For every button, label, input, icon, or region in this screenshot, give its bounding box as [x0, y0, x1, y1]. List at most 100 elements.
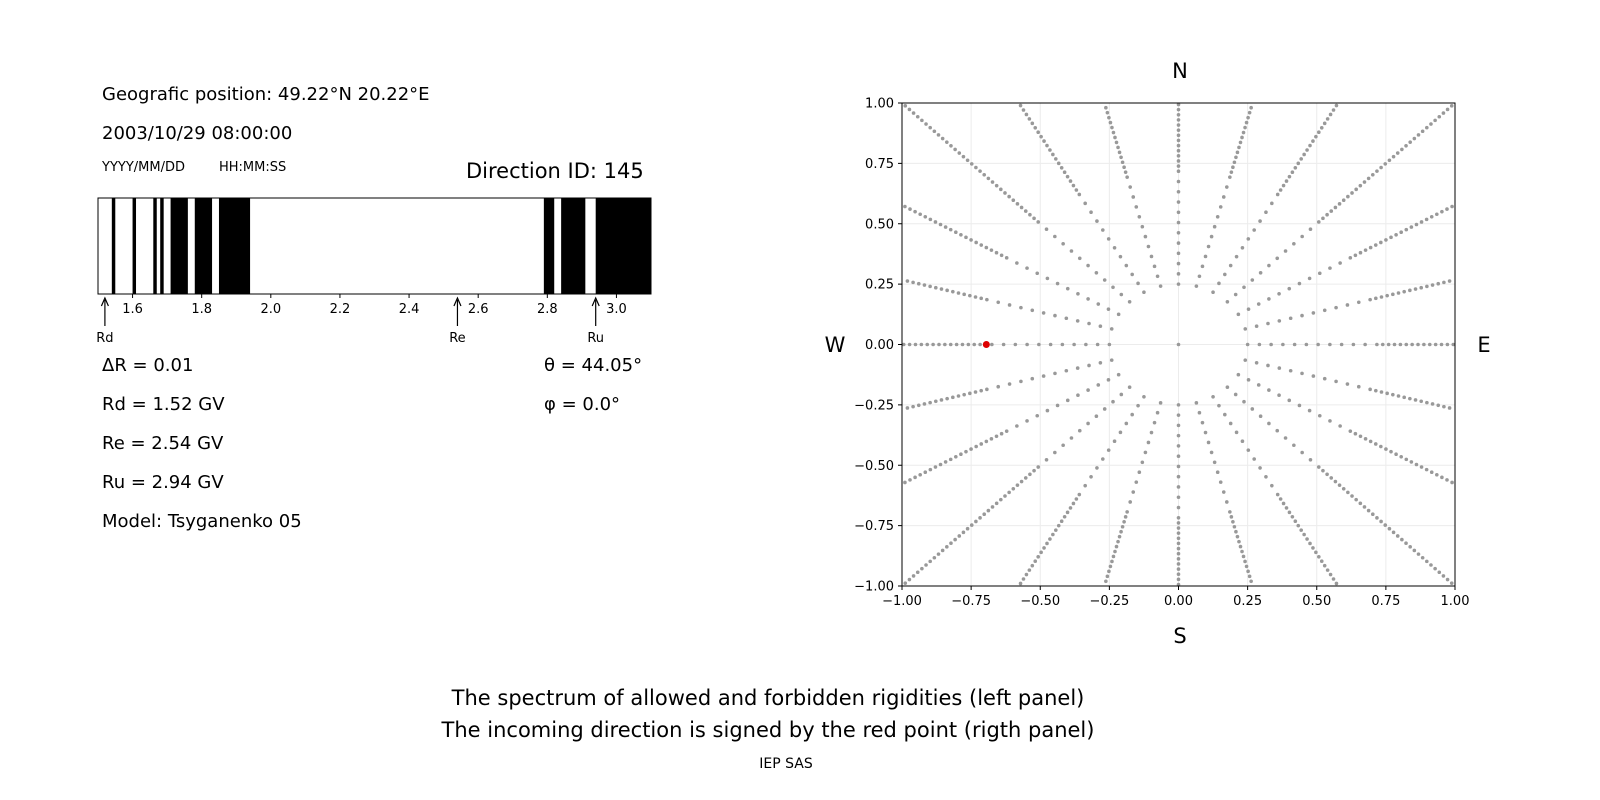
grid-point — [1111, 285, 1115, 290]
grid-point — [918, 472, 922, 477]
grid-point — [1083, 201, 1087, 206]
grid-point — [1176, 541, 1181, 546]
grid-point — [1209, 450, 1214, 455]
grid-point — [994, 183, 999, 188]
grid-point — [1209, 234, 1214, 239]
grid-point — [919, 342, 924, 347]
grid-point — [1176, 282, 1181, 286]
grid-point — [954, 454, 958, 459]
grid-point — [1061, 443, 1065, 448]
grid-point — [1134, 205, 1139, 209]
grid-point — [1011, 486, 1016, 491]
grid-point — [903, 480, 907, 485]
grid-point — [1030, 121, 1035, 126]
marker-label-rd: Rd — [96, 331, 113, 346]
grid-point — [1203, 430, 1208, 435]
grid-point — [1308, 541, 1312, 546]
grid-point — [1176, 444, 1181, 448]
grid-point — [1413, 398, 1418, 402]
grid-point — [1083, 483, 1087, 488]
grid-point — [1440, 475, 1444, 480]
spectrum-tick-label: 2.4 — [399, 302, 420, 317]
grid-point — [1217, 403, 1221, 408]
grid-point — [907, 107, 912, 112]
grid-point — [1106, 237, 1111, 241]
grid-point — [1277, 393, 1281, 398]
grid-point — [1051, 152, 1055, 157]
grid-point — [1212, 460, 1217, 465]
grid-point — [1435, 472, 1439, 477]
grid-point — [1283, 249, 1288, 253]
grid-point — [924, 122, 928, 126]
grid-point — [1278, 497, 1283, 501]
grid-point — [1385, 391, 1389, 396]
grid-point — [959, 452, 963, 457]
grid-point — [1045, 276, 1050, 281]
grid-point — [1375, 169, 1379, 173]
grid-point — [1329, 476, 1334, 480]
grid-point — [1197, 274, 1202, 279]
grid-point — [1267, 263, 1271, 268]
grid-point — [1379, 390, 1384, 394]
grid-point — [1158, 401, 1163, 405]
grid-point — [1384, 238, 1388, 242]
phi-value: φ = 0.0° — [544, 394, 621, 415]
grid-point — [1304, 342, 1309, 347]
grid-point — [1358, 434, 1363, 439]
grid-point — [1094, 414, 1099, 419]
grid-point — [1379, 444, 1383, 449]
grid-point — [990, 180, 995, 184]
grid-point — [1368, 387, 1372, 392]
grid-point — [1130, 412, 1134, 417]
grid-point — [1379, 519, 1383, 524]
grid-point — [1068, 506, 1073, 510]
grid-point — [1316, 465, 1321, 469]
grid-point — [1278, 188, 1283, 192]
grid-point — [973, 295, 978, 299]
grid-point — [1223, 272, 1227, 277]
grid-point — [913, 209, 917, 214]
grid-point — [1176, 551, 1181, 556]
theta-value: θ = 44.05° — [544, 355, 643, 376]
grid-point — [1441, 574, 1446, 578]
grid-point — [1257, 342, 1262, 347]
grid-point — [949, 541, 953, 546]
grid-point — [1284, 506, 1289, 510]
grid-point — [1007, 303, 1012, 307]
grid-point — [1028, 472, 1032, 477]
grid-point — [1140, 224, 1145, 229]
grid-point — [1215, 470, 1220, 475]
grid-point — [1258, 219, 1262, 223]
grid-point — [1439, 342, 1444, 347]
grid-point — [1240, 549, 1244, 554]
grid-point — [1044, 227, 1049, 232]
grid-point — [1176, 128, 1181, 132]
grid-point — [1328, 266, 1332, 270]
grid-point — [1176, 133, 1181, 138]
grid-point — [1275, 428, 1280, 433]
grid-point — [1036, 554, 1040, 559]
grid-point — [1116, 539, 1120, 544]
grid-point — [1334, 581, 1339, 586]
grid-point — [1025, 266, 1029, 270]
grid-point — [1281, 183, 1286, 188]
grid-point — [1264, 210, 1268, 215]
grid-point — [1032, 216, 1036, 221]
grid-point — [1176, 154, 1181, 158]
grid-point — [1240, 135, 1244, 140]
forbidden-band-2 — [153, 198, 157, 294]
grid-point — [1096, 302, 1101, 306]
grid-point — [1206, 244, 1211, 249]
grid-point — [1321, 216, 1325, 221]
grid-point — [1053, 450, 1057, 455]
grid-point — [1015, 424, 1019, 428]
grid-point — [968, 293, 972, 298]
grid-point — [1176, 231, 1181, 235]
grid-point — [1436, 403, 1441, 408]
grid-point — [1110, 559, 1114, 564]
grid-point — [1218, 205, 1223, 209]
grid-point — [945, 288, 949, 293]
grid-point — [1106, 307, 1111, 311]
grid-point — [1045, 143, 1049, 148]
grid-point — [1077, 192, 1082, 197]
